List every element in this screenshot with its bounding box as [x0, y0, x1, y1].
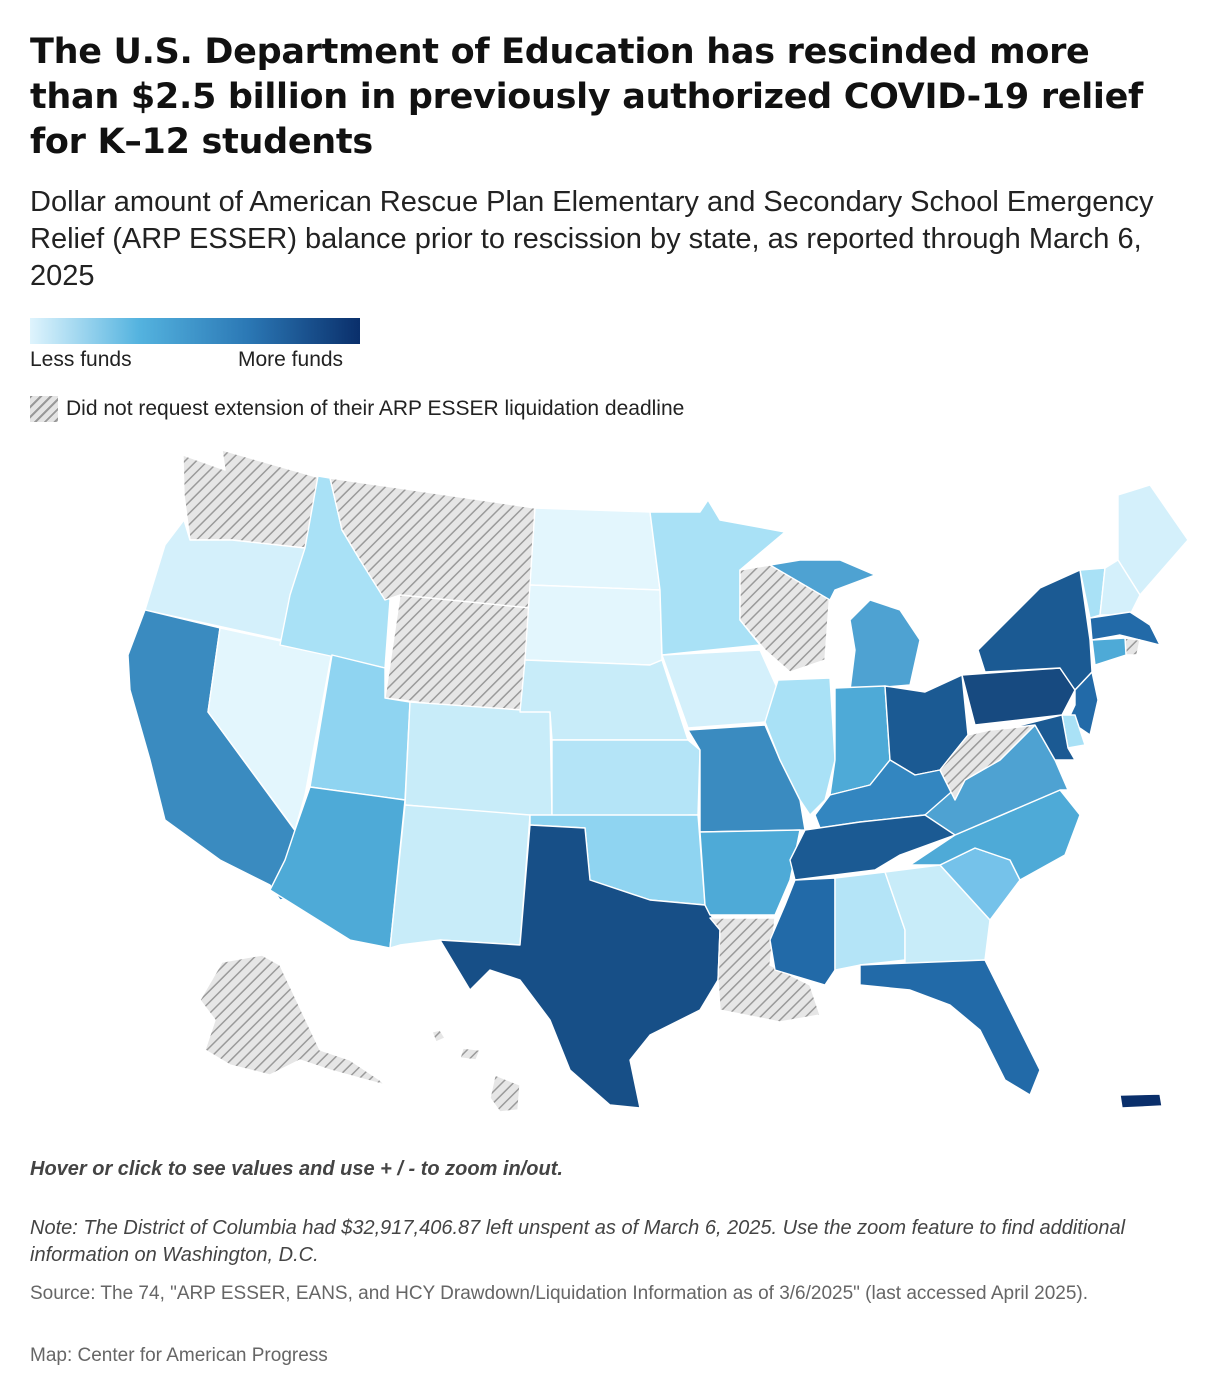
legend-gradient-bar	[30, 318, 360, 344]
state-CT[interactable]	[1091, 637, 1127, 666]
state-MO[interactable]	[687, 724, 806, 833]
state-MI[interactable]	[769, 559, 921, 691]
hatch-swatch	[30, 396, 58, 422]
state-ND[interactable]	[529, 507, 661, 591]
interaction-hint: Hover or click to see values and use + /…	[30, 1158, 563, 1180]
state-IL[interactable]	[764, 677, 836, 816]
hatch-legend: Did not request extension of their ARP E…	[30, 396, 684, 422]
state-KS[interactable]	[551, 739, 701, 819]
legend-high-label: More funds	[238, 348, 344, 371]
state-FL[interactable]	[859, 959, 1041, 1096]
footnote: Note: The District of Columbia had $32,9…	[30, 1217, 1126, 1266]
territory-PR[interactable]	[1119, 1093, 1163, 1109]
state-AK[interactable]	[199, 954, 386, 1086]
state-NH[interactable]	[1099, 559, 1141, 616]
state-ME[interactable]	[1117, 484, 1189, 596]
chart-subtitle: Dollar amount of American Rescue Plan El…	[30, 186, 1154, 292]
state-CO[interactable]	[404, 701, 553, 819]
state-AR[interactable]	[699, 829, 801, 916]
state-NM[interactable]	[389, 804, 531, 949]
state-WY[interactable]	[384, 594, 531, 716]
hatch-legend-label: Did not request extension of their ARP E…	[66, 397, 685, 420]
chart-title: The U.S. Department of Education has res…	[30, 32, 1143, 162]
state-MD[interactable]	[1009, 714, 1076, 761]
us-map[interactable]	[30, 445, 1190, 1115]
legend-low-label: Less funds	[30, 348, 132, 371]
state-SD[interactable]	[524, 584, 663, 666]
source-line: Source: The 74, "ARP ESSER, EANS, and HC…	[30, 1283, 1089, 1304]
state-TX[interactable]	[439, 824, 721, 1109]
state-HI[interactable]	[431, 1029, 521, 1113]
state-WA[interactable]	[182, 449, 321, 549]
state-RI[interactable]	[1124, 637, 1141, 656]
map-credit: Map: Center for American Progress	[30, 1345, 328, 1366]
state-NC[interactable]	[909, 789, 1081, 881]
state-TN[interactable]	[789, 814, 966, 881]
